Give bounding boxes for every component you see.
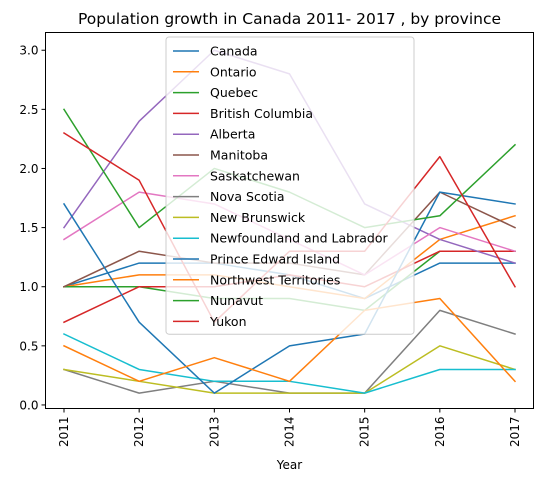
y-tick-label: 2.0 [19,162,38,176]
legend-label-canada: Canada [210,44,258,59]
y-tick-label: 0.5 [19,339,38,353]
y-tick-label: 0.0 [19,398,38,412]
legend-label-newfoundland-and-labrador: Newfoundland and Labrador [210,231,388,246]
legend-label-saskatchewan: Saskatchewan [210,168,300,183]
y-tick-label: 1.5 [19,221,38,235]
series-line-northwest-territories [63,297,517,383]
x-tick-label: 2016 [433,417,447,448]
legend-label-quebec: Quebec [210,85,258,100]
legend-label-nunavut: Nunavut [210,293,263,308]
legend: Canada Ontario Quebec British Columbia Alber… [165,36,415,335]
x-tick-label: 2012 [132,417,146,448]
x-tick-label: 2017 [508,417,522,448]
legend-label-manitoba: Manitoba [210,148,268,163]
legend-label-nova-scotia: Nova Scotia [210,189,285,204]
legend-label-new-brunswick: New Brunswick [210,210,306,225]
x-tick-label: 2011 [57,417,71,448]
legend-label-british-columbia: British Columbia [210,106,313,121]
x-axis-label: Year [276,458,302,472]
axes: 0.0 0.5 1.0 1.5 2.0 2.5 3.0 2011 2012 2013 2014 201… [19,32,534,448]
x-tick-label: 2015 [358,417,372,448]
chart-title: Population growth in Canada 2011- 2017 ,… [78,10,501,28]
y-tick-label: 1.0 [19,280,38,294]
legend-label-alberta: Alberta [210,127,255,142]
legend-label-prince-edward-island: Prince Edward Island [210,252,340,267]
legend-label-ontario: Ontario [210,64,257,79]
y-tick-label: 2.5 [19,103,38,117]
legend-label-northwest-territories: Northwest Territories [210,272,340,287]
x-tick-label: 2013 [207,417,221,448]
series-line-prince-edward-island [62,191,516,394]
legend-box [165,36,415,335]
y-tick-label: 3.0 [19,44,38,58]
x-tick-label: 2014 [283,417,297,448]
legend-label-yukon: Yukon [209,314,247,329]
